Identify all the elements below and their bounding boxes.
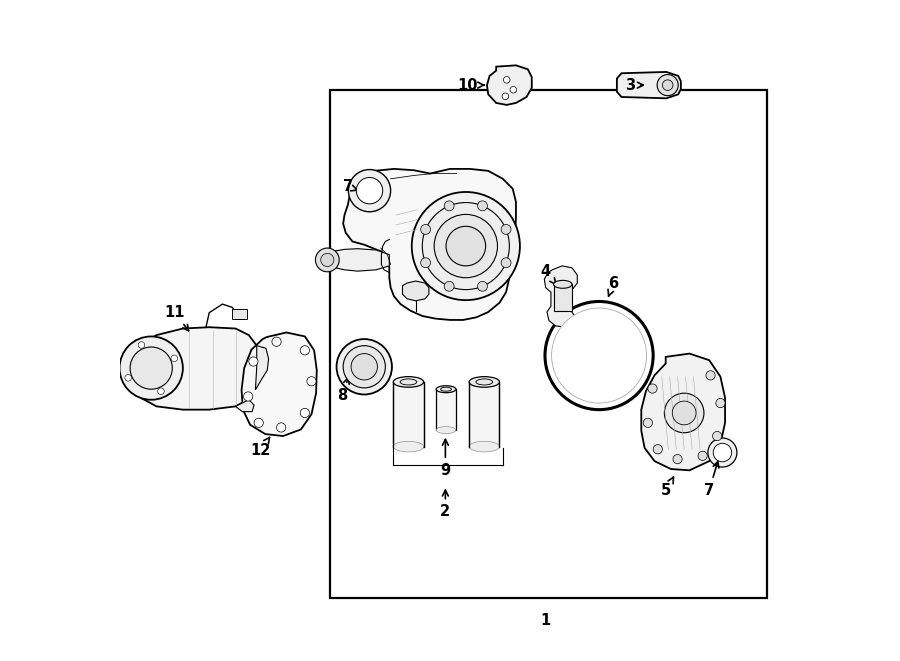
Circle shape [158, 388, 165, 395]
Text: 6: 6 [608, 276, 618, 296]
Circle shape [337, 339, 392, 395]
Circle shape [125, 375, 131, 381]
Circle shape [502, 93, 508, 100]
Circle shape [411, 192, 520, 300]
Circle shape [657, 75, 679, 96]
Text: 7: 7 [704, 461, 719, 498]
Circle shape [552, 308, 646, 403]
Circle shape [356, 177, 382, 204]
Polygon shape [323, 249, 390, 271]
Circle shape [434, 214, 498, 278]
Circle shape [301, 346, 310, 355]
Circle shape [478, 282, 488, 292]
Circle shape [662, 80, 673, 91]
Circle shape [254, 418, 264, 428]
Text: 7: 7 [343, 179, 358, 194]
Circle shape [315, 248, 339, 272]
Text: 5: 5 [662, 477, 673, 498]
Circle shape [343, 346, 385, 388]
Circle shape [320, 253, 334, 266]
Ellipse shape [400, 379, 417, 385]
Circle shape [276, 423, 286, 432]
Polygon shape [402, 281, 429, 301]
Circle shape [501, 258, 511, 268]
Circle shape [706, 371, 716, 380]
Circle shape [545, 301, 653, 410]
Polygon shape [642, 354, 725, 471]
Circle shape [348, 170, 391, 212]
Text: 12: 12 [250, 438, 270, 458]
Bar [469, 382, 500, 447]
Polygon shape [487, 65, 532, 105]
Ellipse shape [393, 442, 424, 452]
Bar [330, 90, 767, 598]
Circle shape [713, 444, 732, 462]
Polygon shape [256, 346, 268, 390]
Circle shape [248, 357, 258, 366]
Bar [393, 382, 424, 447]
Bar [232, 309, 247, 319]
Circle shape [664, 393, 704, 433]
Circle shape [716, 399, 725, 408]
Circle shape [653, 445, 662, 454]
Polygon shape [236, 400, 254, 412]
Text: 3: 3 [625, 77, 643, 93]
Circle shape [445, 201, 455, 211]
Circle shape [272, 337, 281, 346]
Ellipse shape [436, 426, 456, 434]
Text: 9: 9 [440, 440, 450, 478]
Ellipse shape [476, 379, 492, 385]
Circle shape [420, 225, 430, 235]
Circle shape [698, 451, 707, 461]
Circle shape [351, 354, 377, 380]
Circle shape [648, 384, 657, 393]
Circle shape [301, 408, 310, 418]
Polygon shape [616, 72, 681, 98]
Circle shape [501, 225, 511, 235]
Circle shape [138, 342, 145, 348]
Circle shape [644, 418, 652, 428]
Ellipse shape [554, 280, 572, 288]
Polygon shape [544, 266, 577, 327]
Bar [436, 389, 456, 430]
Circle shape [307, 377, 316, 386]
Ellipse shape [436, 386, 456, 393]
Text: 10: 10 [457, 77, 484, 93]
Circle shape [503, 77, 510, 83]
Circle shape [120, 336, 183, 400]
Polygon shape [343, 169, 516, 320]
Circle shape [672, 401, 696, 425]
Ellipse shape [441, 387, 452, 391]
Circle shape [713, 432, 722, 441]
Polygon shape [241, 332, 317, 436]
Circle shape [478, 201, 488, 211]
Bar [554, 284, 572, 311]
Circle shape [420, 258, 430, 268]
Text: 2: 2 [440, 490, 450, 520]
Text: 11: 11 [164, 305, 189, 330]
Circle shape [422, 202, 509, 290]
Circle shape [130, 347, 172, 389]
Circle shape [708, 438, 737, 467]
Text: 8: 8 [338, 378, 349, 403]
Ellipse shape [469, 442, 500, 452]
Text: 1: 1 [541, 613, 551, 628]
Circle shape [673, 455, 682, 464]
Circle shape [445, 282, 455, 292]
Polygon shape [131, 327, 261, 410]
Text: 4: 4 [541, 264, 556, 284]
Ellipse shape [393, 377, 424, 387]
Circle shape [171, 355, 177, 362]
Circle shape [446, 226, 486, 266]
Circle shape [510, 87, 517, 93]
Circle shape [244, 392, 253, 401]
Ellipse shape [469, 377, 500, 387]
